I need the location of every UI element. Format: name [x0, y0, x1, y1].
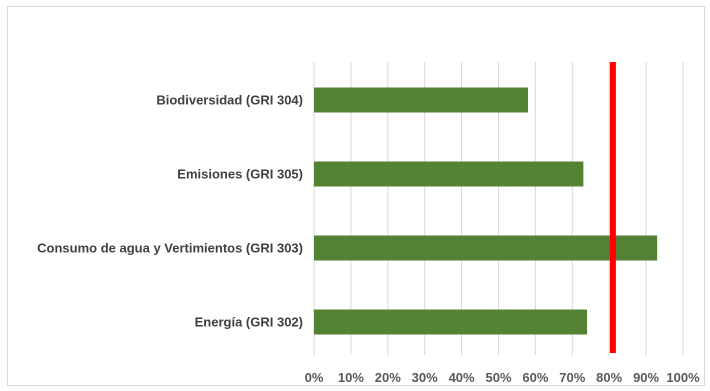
x-tick-label: 20%: [375, 370, 401, 385]
x-tick-label: 70%: [559, 370, 585, 385]
x-tick-label: 40%: [449, 370, 475, 385]
bars: [314, 87, 658, 335]
bar: [314, 309, 588, 335]
category-label: Biodiversidad (GRI 304): [156, 93, 303, 108]
x-tick-label: 50%: [485, 370, 511, 385]
x-tick-label: 10%: [338, 370, 364, 385]
x-tick-label: 80%: [596, 370, 622, 385]
bar: [314, 87, 529, 113]
x-tick-label: 30%: [412, 370, 438, 385]
category-label: Consumo de agua y Vertimientos (GRI 303): [37, 241, 303, 256]
x-tick-label: 0%: [305, 370, 324, 385]
x-tick-labels: 0% 10% 20% 30% 40% 50% 60% 70% 80% 90% 100%: [305, 370, 700, 385]
bar: [314, 161, 584, 187]
category-label: Energía (GRI 302): [195, 315, 303, 330]
x-tick-label: 100%: [666, 370, 700, 385]
category-labels: Biodiversidad (GRI 304) Emisiones (GRI 30…: [37, 93, 303, 330]
x-tick-label: 60%: [522, 370, 548, 385]
category-label: Emisiones (GRI 305): [177, 167, 303, 182]
x-tick-label: 90%: [633, 370, 659, 385]
bar: [314, 235, 658, 261]
